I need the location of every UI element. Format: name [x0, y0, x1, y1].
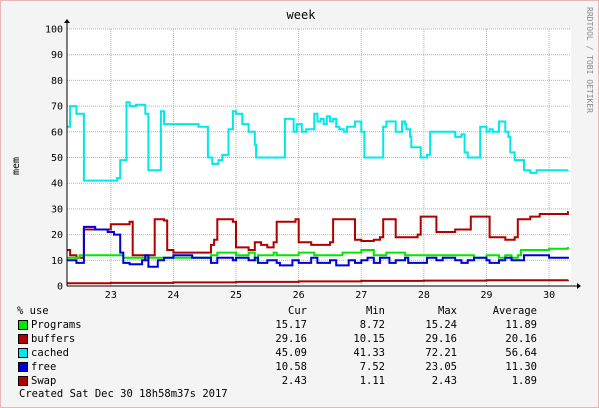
chart-title: week [287, 8, 317, 22]
series-line-cached [67, 101, 569, 182]
legend-max: 23.05 [425, 361, 457, 373]
legend-swatch [18, 362, 28, 372]
y-tick-label: 10 [51, 256, 63, 267]
legend-cur: 29.16 [275, 333, 307, 345]
tick-labels: 0 10 20 30 40 50 60 70 80 90 100 23 24 25 26 27 28 29 30 [45, 25, 555, 302]
legend-name: buffers [31, 333, 76, 345]
legend-name: Programs [31, 319, 82, 331]
legend-header-label: % use [17, 305, 49, 317]
legend-min: 10.15 [353, 333, 385, 345]
y-tick-label: 100 [45, 25, 63, 36]
legend-row: buffers 29.16 10.15 29.16 20.16 [17, 332, 577, 346]
legend-header-cur: Cur [288, 305, 307, 317]
y-tick-label: 80 [51, 76, 63, 87]
series-lines [67, 101, 569, 285]
legend-name: free [31, 361, 57, 373]
legend-cur: 45.09 [275, 347, 307, 359]
legend-min: 8.72 [359, 319, 385, 331]
y-tick-label: 0 [57, 282, 63, 293]
legend-max: 2.43 [431, 375, 457, 387]
legend-swatch [18, 320, 28, 330]
x-tick-label: 27 [355, 290, 367, 301]
x-tick-label: 29 [480, 290, 492, 301]
series-line-free [67, 225, 569, 268]
legend-name: cached [31, 347, 69, 359]
y-tick-label: 30 [51, 204, 63, 215]
y-axis-label: mem [11, 157, 22, 175]
legend-row: free 10.58 7.52 23.05 11.30 [17, 360, 577, 374]
memory-week-chart: week RRDTOOL / TOBI OETIKER mem 0 10 20 30 4… [11, 7, 594, 302]
legend-header: % use Cur Min Max Average [17, 304, 577, 318]
x-tick-label: 24 [167, 290, 179, 301]
legend-min: 1.11 [359, 375, 385, 387]
series-line-programs [67, 247, 569, 262]
y-tick-label: 20 [51, 230, 63, 241]
x-tick-label: 28 [418, 290, 430, 301]
grid-lines [67, 28, 571, 287]
legend-max: 72.21 [425, 347, 457, 359]
series-line-swap [67, 279, 569, 285]
x-tick-label: 30 [543, 290, 555, 301]
y-tick-label: 90 [51, 50, 63, 61]
y-tick-label: 70 [51, 102, 63, 113]
legend-row: cached 45.09 41.33 72.21 56.64 [17, 346, 577, 360]
legend-header-avg: Average [492, 305, 537, 317]
y-tick-label: 50 [51, 153, 63, 164]
legend-row: Swap 2.43 1.11 2.43 1.89 [17, 374, 577, 388]
legend-cur: 2.43 [281, 375, 307, 387]
legend-swatch [18, 348, 28, 358]
legend-rows: Programs 15.17 8.72 15.24 11.89 buffers 29.16 1… [17, 318, 577, 388]
y-tick-label: 40 [51, 179, 63, 190]
legend-min: 41.33 [353, 347, 385, 359]
x-axis-arrow [577, 283, 581, 289]
created-timestamp: Created Sat Dec 30 18h58m37s 2017 [19, 388, 228, 400]
legend-row: Programs 15.17 8.72 15.24 11.89 [17, 318, 577, 332]
y-tick-label: 60 [51, 127, 63, 138]
legend-cur: 10.58 [275, 361, 307, 373]
legend-swatch [18, 334, 28, 344]
legend-header-max: Max [438, 305, 457, 317]
legend-avg: 11.30 [505, 361, 537, 373]
legend-min: 7.52 [359, 361, 385, 373]
legend-max: 29.16 [425, 333, 457, 345]
rrdtool-watermark: RRDTOOL / TOBI OETIKER [585, 7, 594, 113]
legend-avg: 11.89 [505, 319, 537, 331]
legend-cur: 15.17 [275, 319, 307, 331]
legend-header-min: Min [366, 305, 385, 317]
legend-avg: 20.16 [505, 333, 537, 345]
x-tick-label: 25 [230, 290, 242, 301]
series-line-buffers [67, 211, 569, 262]
legend-name: Swap [31, 375, 57, 387]
legend-swatch [18, 376, 28, 386]
axes [64, 19, 581, 289]
legend-table: % use Cur Min Max Average Programs 15.17 8… [17, 304, 577, 388]
legend-avg: 1.89 [511, 375, 537, 387]
x-tick-label: 23 [105, 290, 117, 301]
y-axis-arrow [64, 19, 70, 23]
legend-max: 15.24 [425, 319, 457, 331]
x-tick-label: 26 [293, 290, 305, 301]
legend-avg: 56.64 [505, 347, 537, 359]
